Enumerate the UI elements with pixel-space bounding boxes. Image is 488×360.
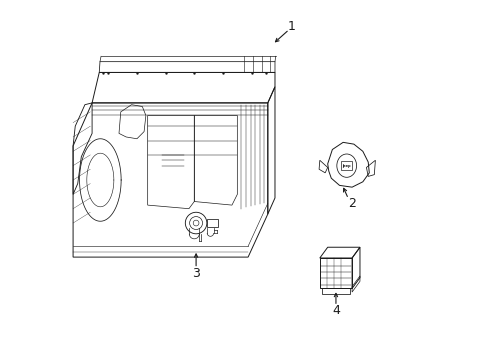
Text: 4: 4: [331, 305, 339, 318]
Text: 2: 2: [347, 197, 355, 210]
Text: 1: 1: [286, 20, 294, 33]
Text: Jeep: Jeep: [342, 164, 350, 168]
Text: 3: 3: [192, 267, 200, 280]
